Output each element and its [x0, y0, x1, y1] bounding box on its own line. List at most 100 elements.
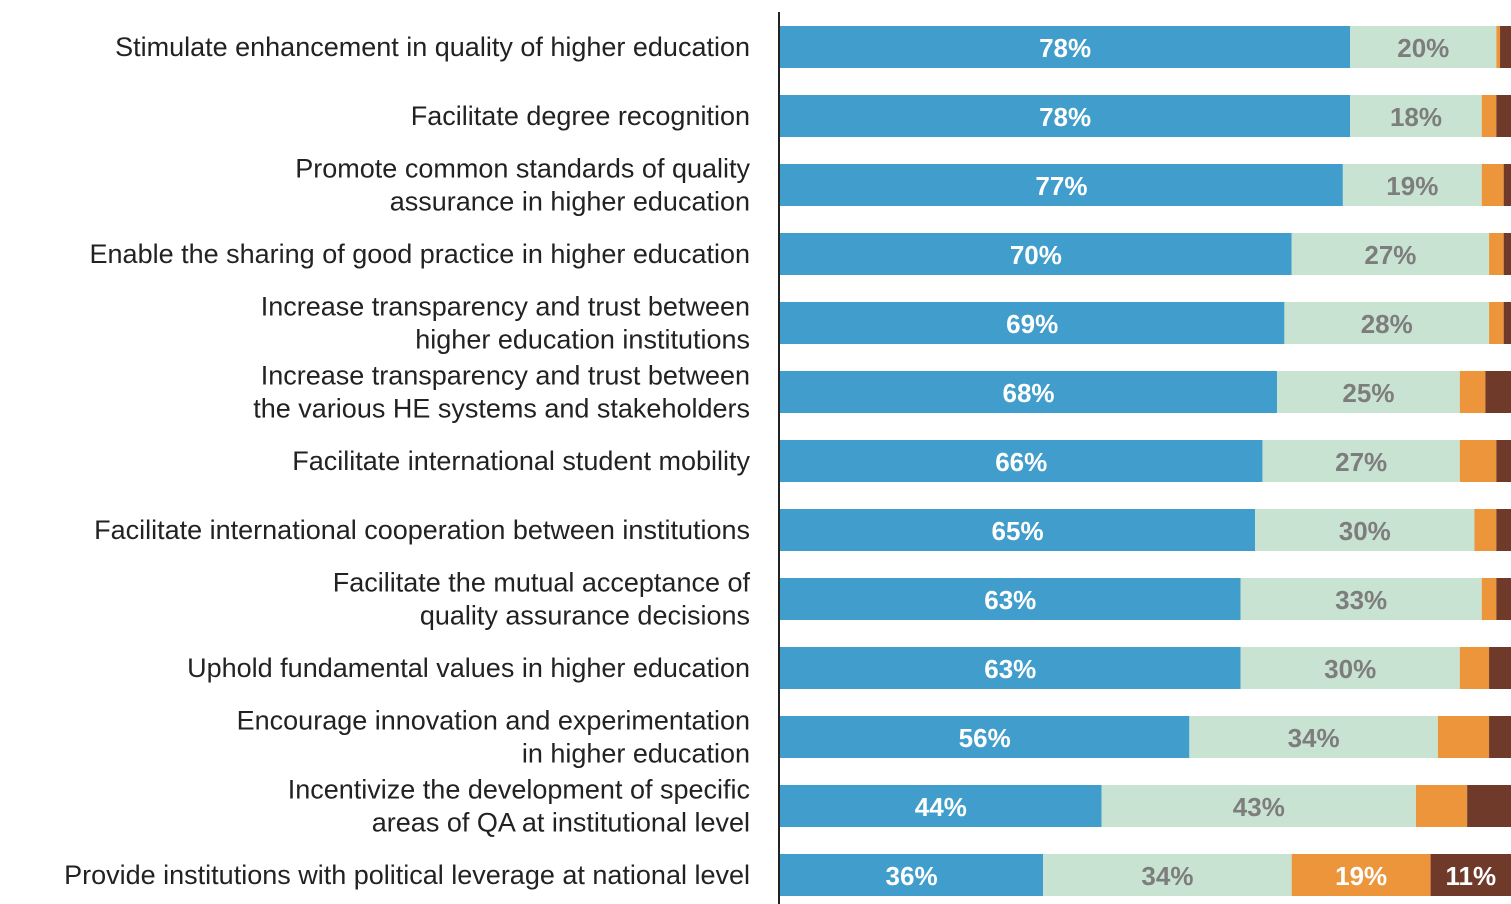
value-label: 34%	[1288, 723, 1340, 753]
value-label: 30%	[1339, 516, 1391, 546]
value-label: 44%	[915, 792, 967, 822]
bar-segment	[780, 854, 1044, 896]
bar-segment	[780, 509, 1256, 551]
value-label: 70%	[1010, 240, 1062, 270]
bar-segment	[1350, 26, 1497, 68]
value-label: 11%	[1445, 861, 1496, 891]
bar-segment	[1489, 302, 1504, 344]
value-label: 20%	[1397, 33, 1449, 63]
bar-segment	[1291, 854, 1431, 896]
bar-segment	[1262, 440, 1460, 482]
category-label: Provide institutions with political leve…	[64, 860, 750, 890]
category-label: assurance in higher education	[390, 187, 750, 217]
bar-segment	[780, 647, 1241, 689]
value-label: 69%	[1006, 309, 1058, 339]
bar-segment	[780, 578, 1241, 620]
bar-segment	[1430, 854, 1511, 896]
value-label: 27%	[1364, 240, 1416, 270]
category-label: Enable the sharing of good practice in h…	[90, 239, 750, 269]
value-label: 56%	[959, 723, 1011, 753]
bar-segment	[1481, 164, 1504, 206]
bar-segment	[1043, 854, 1292, 896]
category-label: Stimulate enhancement in quality of high…	[115, 32, 750, 62]
bar-segment	[1481, 578, 1497, 620]
value-label: 27%	[1335, 447, 1387, 477]
value-label: 77%	[1035, 171, 1087, 201]
bar-segment	[780, 716, 1190, 758]
value-label: 78%	[1039, 33, 1091, 63]
value-label: 25%	[1342, 378, 1394, 408]
bar-segment	[1489, 233, 1504, 275]
value-label: 30%	[1324, 654, 1376, 684]
category-label: Uphold fundamental values in higher educ…	[187, 653, 750, 683]
category-label: Facilitate degree recognition	[411, 101, 750, 131]
bar-segment	[780, 371, 1278, 413]
bar-segment	[1350, 95, 1482, 137]
bar-segment	[780, 440, 1263, 482]
bar-segment	[780, 785, 1102, 827]
category-label: Promote common standards of quality	[295, 154, 750, 184]
value-label: 78%	[1039, 102, 1091, 132]
bar-segment	[1342, 164, 1482, 206]
value-label: 66%	[995, 447, 1047, 477]
bar-segment	[1496, 26, 1501, 68]
category-label: Increase transparency and trust between	[261, 292, 750, 322]
bar-segment	[1240, 578, 1482, 620]
category-label: higher education institutions	[415, 325, 750, 355]
value-label: 34%	[1141, 861, 1193, 891]
category-label: Encourage innovation and experimentation	[237, 706, 750, 736]
bar-segment	[1496, 440, 1511, 482]
bar-segment	[1489, 647, 1511, 689]
bar-segment	[1459, 371, 1486, 413]
bar-segment	[1496, 509, 1511, 551]
bar-segment	[1503, 233, 1511, 275]
category-label: quality assurance decisions	[420, 601, 750, 631]
category-label: in higher education	[522, 739, 750, 769]
bar-segment	[1291, 233, 1490, 275]
bar-segment	[1485, 371, 1511, 413]
value-label: 36%	[886, 861, 938, 891]
bar-segment	[780, 95, 1351, 137]
bar-segment	[1459, 440, 1497, 482]
bar-segment	[1489, 716, 1511, 758]
bar-segment	[1277, 371, 1460, 413]
category-label: Facilitate international cooperation bet…	[94, 515, 750, 545]
value-label: 65%	[992, 516, 1044, 546]
category-label: Increase transparency and trust between	[261, 361, 750, 391]
value-label: 28%	[1361, 309, 1413, 339]
bar-segment	[780, 302, 1285, 344]
value-label: 18%	[1390, 102, 1442, 132]
bar-segment	[1481, 95, 1497, 137]
bar-segment	[1415, 785, 1468, 827]
bar-segment	[1189, 716, 1438, 758]
bar-segment	[780, 164, 1343, 206]
bar-segment	[1101, 785, 1416, 827]
bar-segment	[1467, 785, 1511, 827]
bar-segment	[1255, 509, 1475, 551]
value-label: 19%	[1335, 861, 1387, 891]
category-label: Incentivize the development of specific	[288, 775, 750, 805]
bar-segment	[1437, 716, 1490, 758]
bar-segment	[780, 233, 1292, 275]
bar-segment	[1459, 647, 1490, 689]
value-label: 63%	[984, 654, 1036, 684]
value-label: 63%	[984, 585, 1036, 615]
category-label: the various HE systems and stakeholders	[253, 394, 750, 424]
bar-segment	[1503, 302, 1511, 344]
value-label: 33%	[1335, 585, 1387, 615]
bar-segment	[1503, 164, 1511, 206]
value-label: 43%	[1233, 792, 1285, 822]
bar-segment	[1496, 578, 1511, 620]
bar-segment	[1500, 26, 1511, 68]
bar-segment	[1496, 95, 1511, 137]
category-label: areas of QA at institutional level	[372, 808, 750, 838]
bar-segment	[1284, 302, 1490, 344]
value-label: 19%	[1386, 171, 1438, 201]
value-label: 68%	[1003, 378, 1055, 408]
bar-segment	[780, 26, 1351, 68]
bar-segment	[1474, 509, 1497, 551]
bar-segment	[1240, 647, 1460, 689]
category-label: Facilitate international student mobilit…	[292, 446, 750, 476]
